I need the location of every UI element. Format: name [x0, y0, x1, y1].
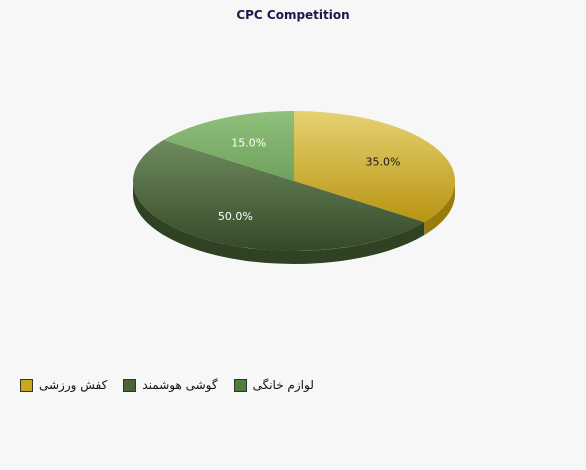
legend-swatch [123, 378, 137, 392]
legend-label: لوازم خانگی [252, 378, 314, 392]
legend-swatch [233, 378, 247, 392]
legend-label: گوشی هوشمند [142, 378, 218, 392]
pie-slice-label: 50.0% [218, 210, 253, 223]
pie-slice-label: 35.0% [365, 155, 400, 168]
pie-slice-side [424, 181, 456, 236]
legend-item[interactable]: کفش ورزشی [20, 378, 107, 392]
chart-title: CPC Competition [236, 8, 350, 22]
pie-slice-side [133, 181, 425, 264]
legend-item[interactable]: گوشی هوشمند [123, 378, 218, 392]
pie-slice[interactable] [294, 111, 455, 223]
legend-label: کفش ورزشی [39, 378, 108, 392]
legend-item[interactable]: لوازم خانگی [233, 378, 314, 392]
pie-slice-label: 15.0% [231, 136, 266, 149]
pie-slice[interactable] [163, 111, 294, 181]
legend-swatch [20, 378, 33, 392]
pie-slice[interactable] [133, 139, 425, 252]
legend: کفش ورزشی گوشی هوشمند لوازم خانگی [20, 378, 330, 392]
